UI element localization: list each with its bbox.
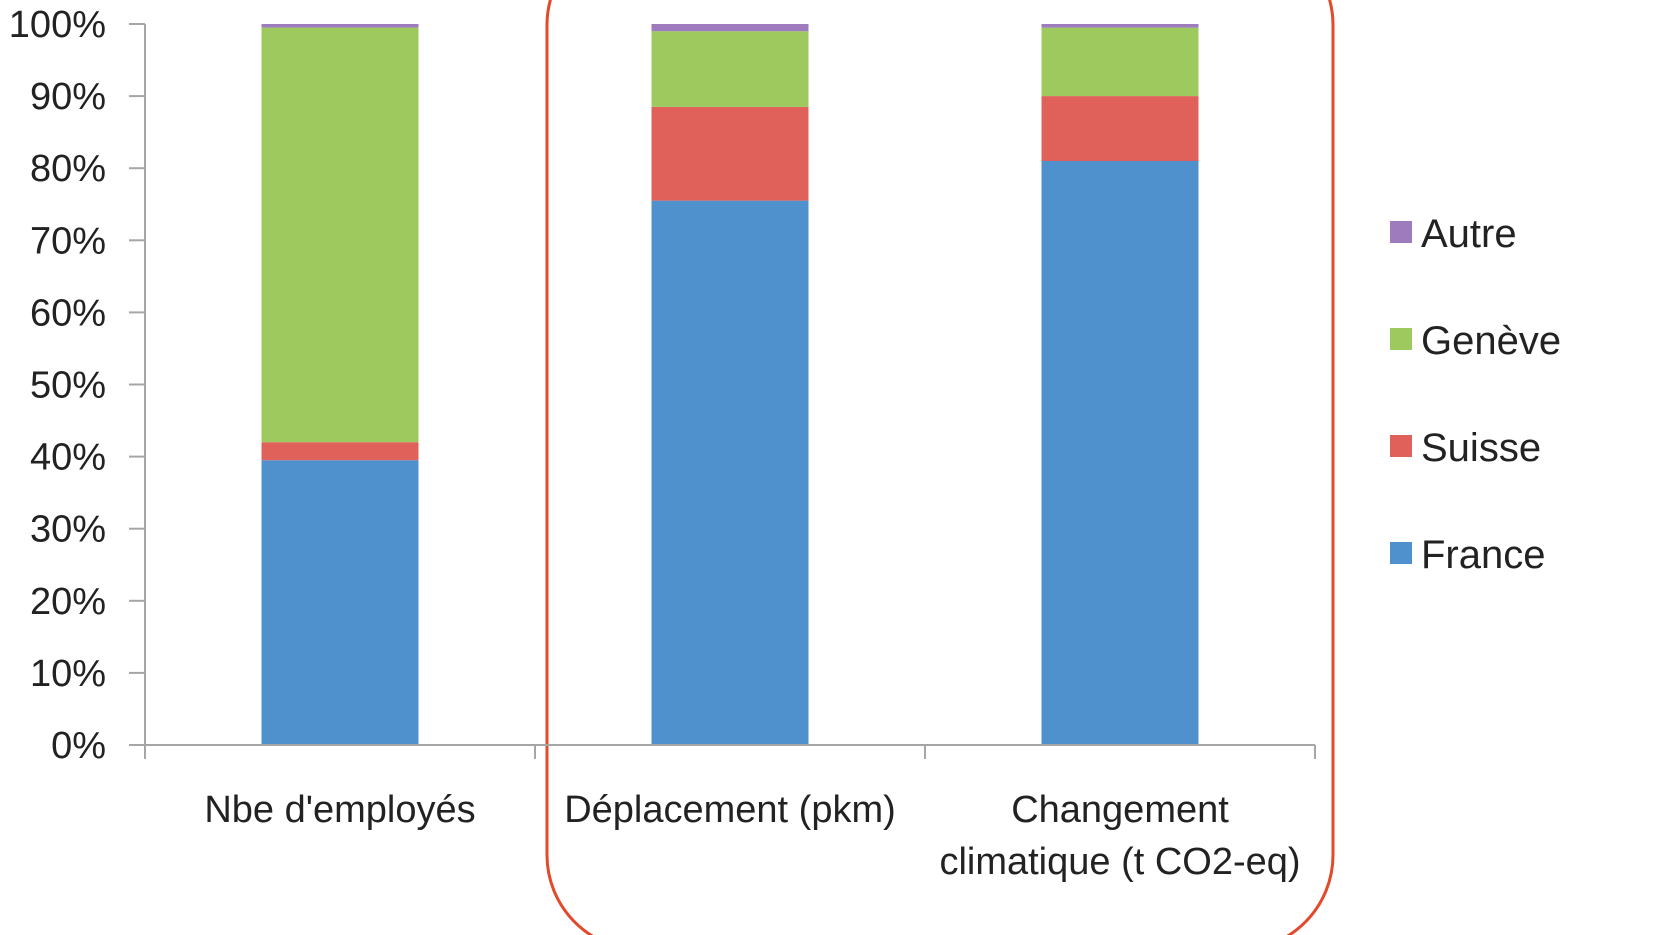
x-category-label: Nbe d'employés: [204, 789, 475, 831]
legend-label-suisse: Suisse: [1421, 426, 1541, 470]
legend-swatch-france: [1390, 542, 1412, 564]
highlight-box: [545, 0, 1335, 935]
bar-segment-autre-3: [1041, 24, 1199, 28]
legend-swatch-suisse: [1390, 435, 1412, 457]
bar-segment-geneve-3: [1041, 27, 1199, 97]
bars-layer: [261, 24, 1199, 746]
y-tick-label: 30%: [30, 509, 106, 551]
legend-swatch-geneve: [1390, 328, 1412, 350]
y-tick-label: 100%: [9, 4, 106, 46]
bar-segment-france-3: [1041, 160, 1199, 746]
legend-label-geneve: Genève: [1421, 319, 1561, 363]
bar-segment-geneve-1: [261, 27, 419, 443]
y-tick-label: 0%: [51, 725, 106, 767]
x-category-label: Déplacement (pkm): [564, 789, 896, 831]
bar-segment-geneve-2: [651, 31, 809, 107]
axes-layer: [129, 23, 1316, 759]
y-tick-label: 80%: [30, 148, 106, 190]
bar-segment-autre-2: [651, 24, 809, 32]
bar-segment-autre-1: [261, 24, 419, 28]
bar-segment-france-1: [261, 460, 419, 745]
legend-label-france: France: [1421, 533, 1546, 577]
labels-layer: 0% 10% 20% 30% 40% 50% 60% 70% 80% 90% 100% Nbe d'e…: [9, 4, 1301, 883]
bar-segment-suisse-3: [1041, 96, 1199, 161]
bar-segment-suisse-1: [261, 442, 419, 461]
x-category-label: Changement climatique (t CO2-eq): [939, 789, 1300, 883]
y-tick-label: 60%: [30, 292, 106, 334]
y-tick-label: 50%: [30, 365, 106, 407]
y-tick-label: 40%: [30, 437, 106, 479]
legend-label-autre: Autre: [1421, 212, 1517, 256]
bar-segment-suisse-2: [651, 106, 809, 201]
legend-swatch-autre: [1390, 221, 1412, 243]
y-tick-label: 90%: [30, 76, 106, 118]
legend: Autre Genève Suisse France: [1390, 212, 1561, 577]
bar-segment-france-2: [651, 200, 809, 745]
y-tick-label: 20%: [30, 581, 106, 623]
y-tick-label: 10%: [30, 653, 106, 695]
y-tick-label: 70%: [30, 220, 106, 262]
highlight-box-layer: [545, 0, 1335, 935]
